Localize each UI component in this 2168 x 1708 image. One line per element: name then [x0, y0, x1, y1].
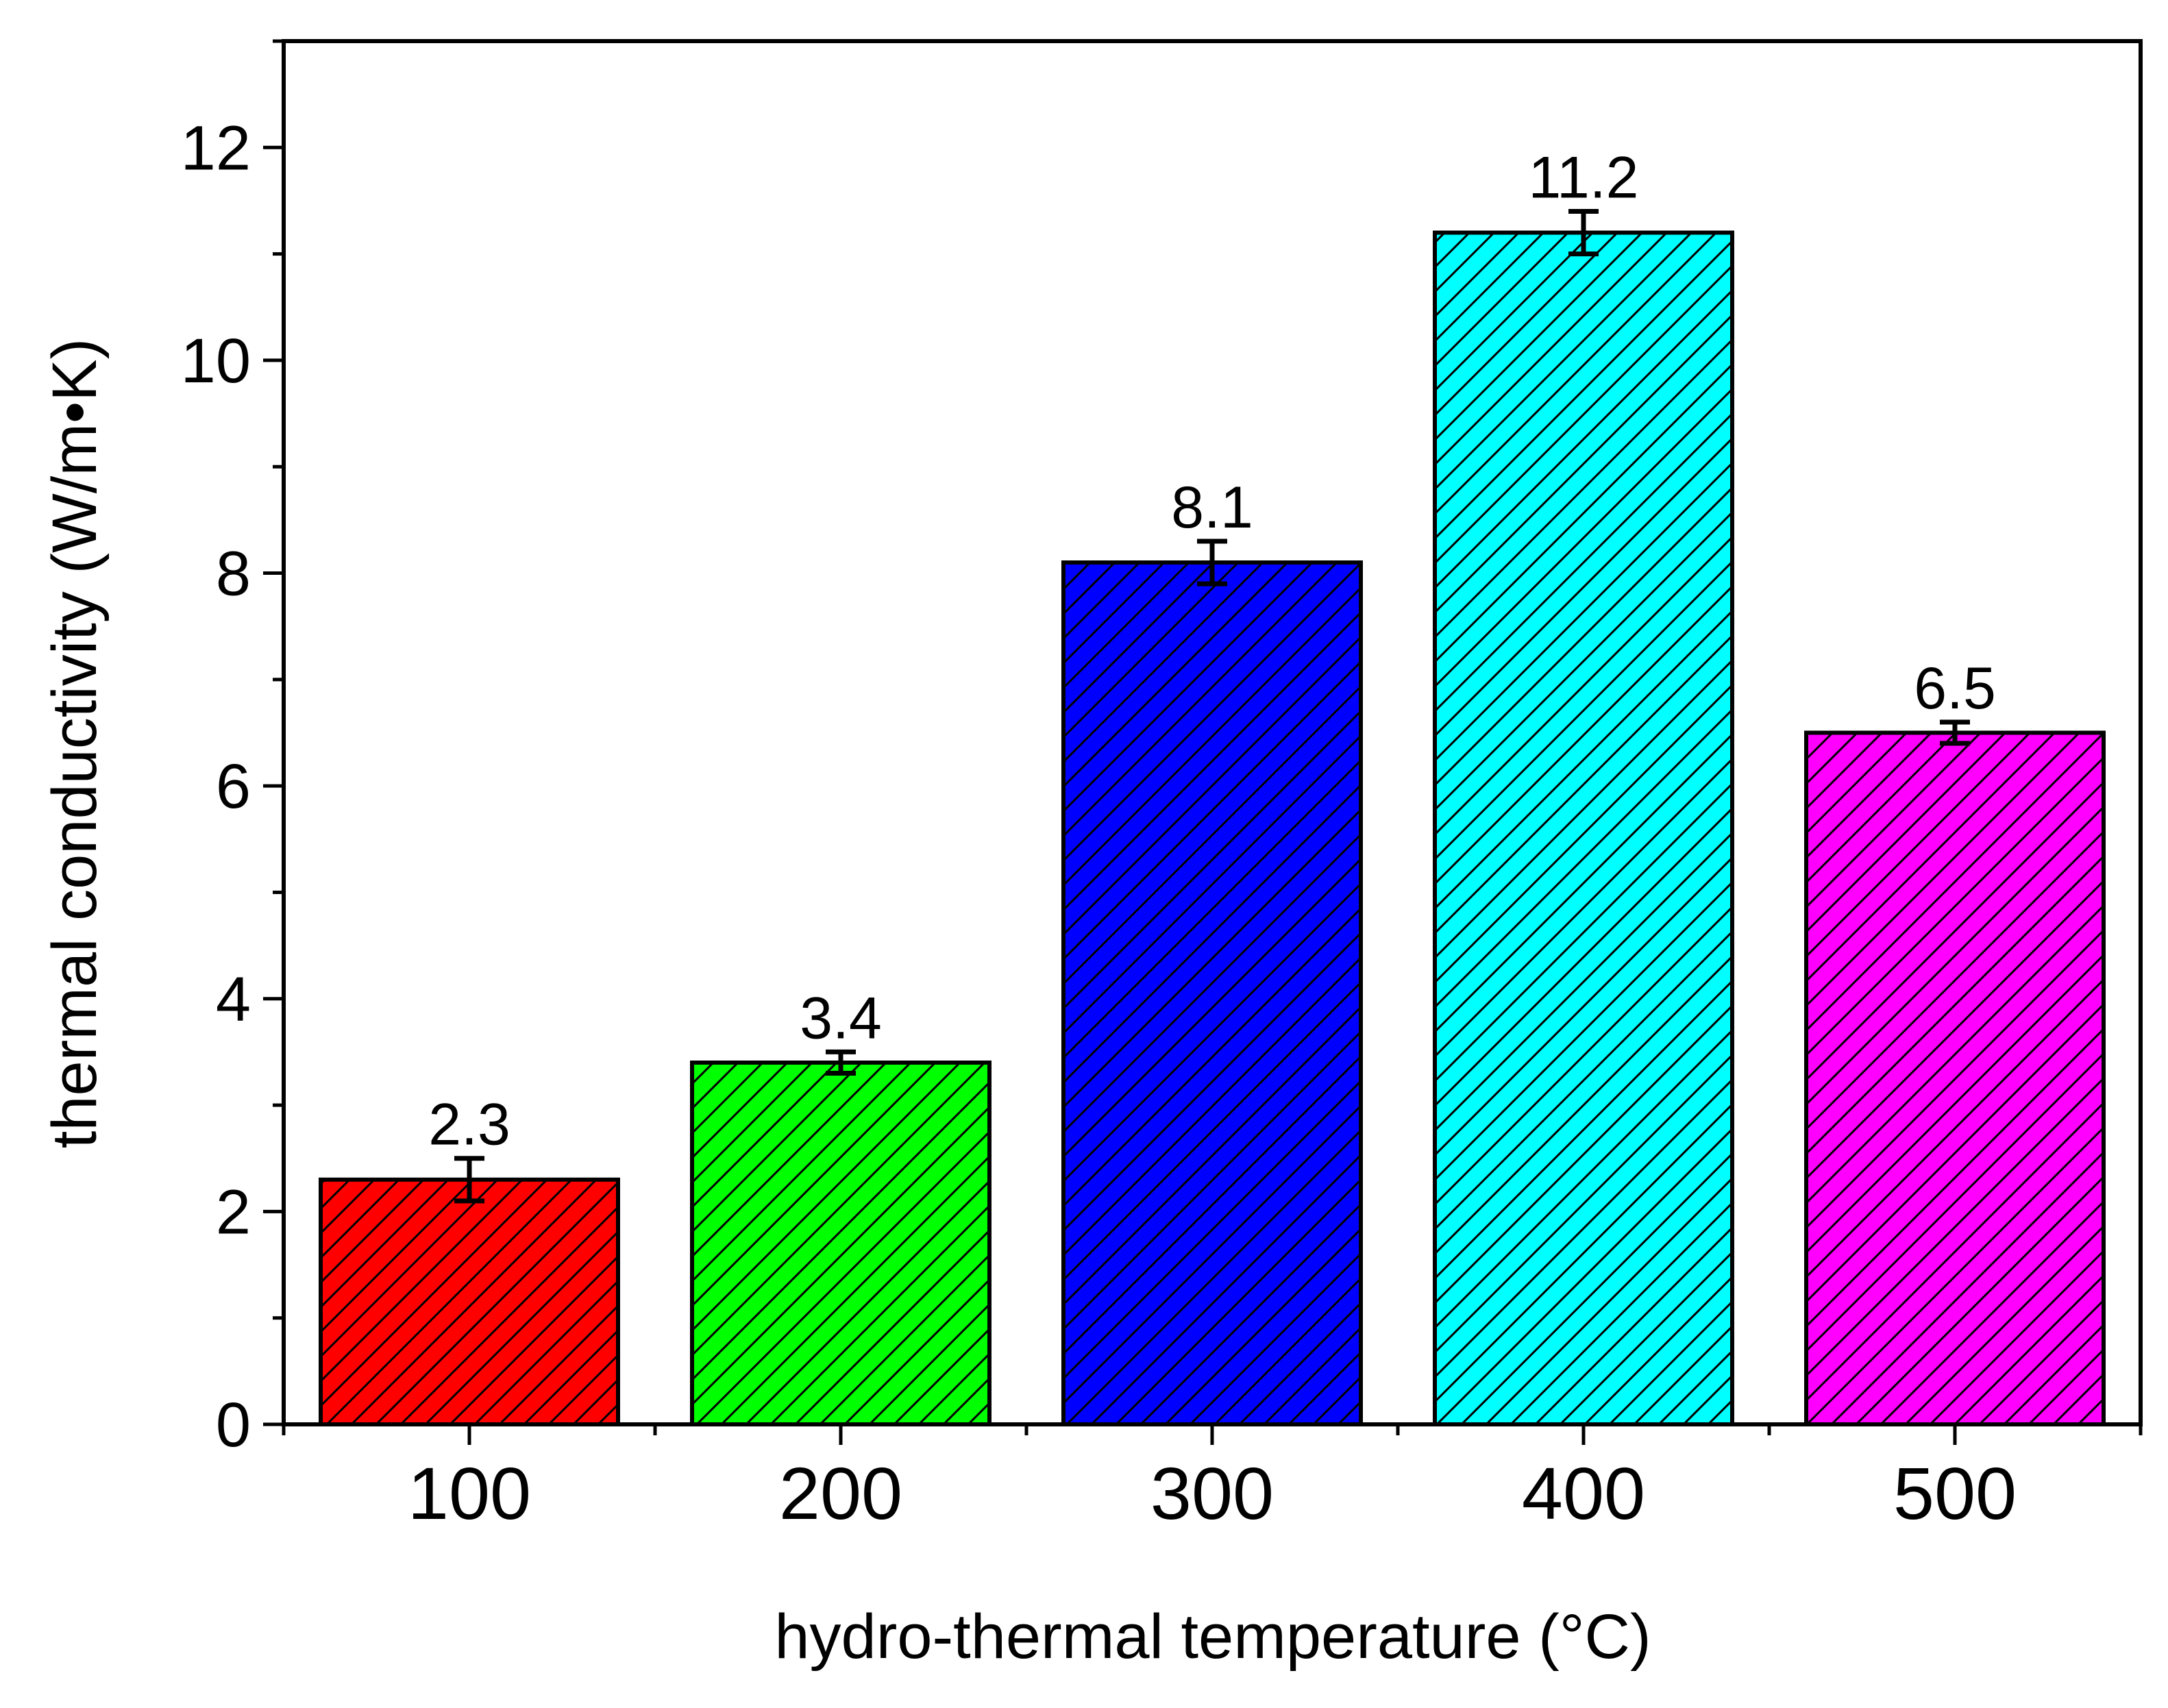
value-label-200: 3.4	[800, 985, 882, 1051]
error-bar-100	[454, 1156, 484, 1204]
error-bar-400	[1568, 208, 1599, 257]
value-label-300: 8.1	[1171, 475, 1253, 541]
bar-hatch-200	[690, 1060, 991, 1426]
y-tick-label-4: 4	[216, 965, 251, 1035]
error-bars-layer	[454, 208, 1970, 1204]
value-label-100: 2.3	[428, 1092, 510, 1158]
x-tick-label-300: 300	[1150, 1452, 1274, 1535]
x-axis-label: hydro-thermal temperature (°C)	[774, 1602, 1651, 1672]
bar-hatch-400	[1433, 230, 1734, 1426]
error-bar-200	[826, 1049, 856, 1076]
error-bar-500	[1940, 719, 1970, 746]
x-tick-label-200: 200	[779, 1452, 902, 1535]
y-tick-label-0: 0	[216, 1390, 251, 1460]
value-label-400: 11.2	[1529, 145, 1639, 210]
y-tick-label-8: 8	[216, 539, 251, 609]
bar-hatch-100	[319, 1177, 620, 1427]
axes-layer: 0 2 4 6 8 10 12 100 200 300 400 500	[181, 39, 2143, 1535]
error-bar-300	[1197, 539, 1227, 586]
bar-hatch-500	[1804, 730, 2106, 1426]
value-labels-layer: 2.3 3.4 8.1 11.2 6.5	[428, 145, 1996, 1157]
x-tick-label-400: 400	[1522, 1452, 1645, 1535]
x-tick-label-500: 500	[1893, 1452, 2017, 1535]
bars-layer	[319, 230, 2106, 1427]
y-tick-label-10: 10	[181, 326, 251, 396]
y-tick-label-6: 6	[216, 752, 251, 821]
x-tick-label-100: 100	[408, 1452, 531, 1535]
y-tick-label-12: 12	[181, 113, 251, 183]
value-label-500: 6.5	[1914, 656, 1996, 721]
bar-hatch-300	[1061, 560, 1363, 1426]
y-tick-label-2: 2	[216, 1177, 251, 1247]
y-axis-label: thermal conductivity (W/m•K)	[40, 338, 110, 1148]
